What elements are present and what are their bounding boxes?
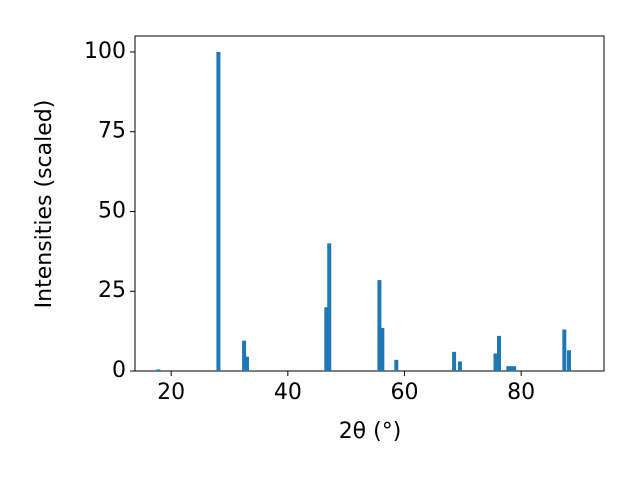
bar	[457, 361, 462, 371]
bar	[512, 366, 517, 371]
x-tick-label: 20	[157, 380, 185, 405]
bar	[567, 350, 571, 371]
bar	[245, 356, 249, 371]
bar	[216, 51, 221, 371]
y-tick-label: 75	[98, 119, 126, 144]
y-axis-label: Intensities (scaled)	[32, 100, 57, 309]
bar	[324, 307, 329, 371]
plot-frame	[134, 35, 605, 372]
bar	[493, 353, 498, 371]
y-tick-label: 25	[98, 278, 126, 303]
x-axis-label: 2θ (°)	[339, 419, 402, 444]
x-tick-label: 60	[391, 380, 419, 405]
bar	[509, 366, 514, 371]
x-tick-label: 40	[274, 380, 302, 405]
bar	[506, 366, 511, 371]
y-tick-label: 100	[84, 39, 126, 64]
bar	[377, 280, 382, 371]
bar	[327, 243, 332, 371]
bar	[452, 351, 457, 371]
bar	[380, 327, 385, 371]
bar	[562, 329, 567, 371]
x-tick-label: 80	[507, 380, 535, 405]
bar	[156, 369, 161, 371]
bar	[497, 335, 501, 371]
bar	[242, 340, 247, 371]
bar	[394, 359, 399, 371]
y-tick-label: 50	[98, 198, 126, 223]
y-tick-label: 0	[112, 358, 126, 383]
